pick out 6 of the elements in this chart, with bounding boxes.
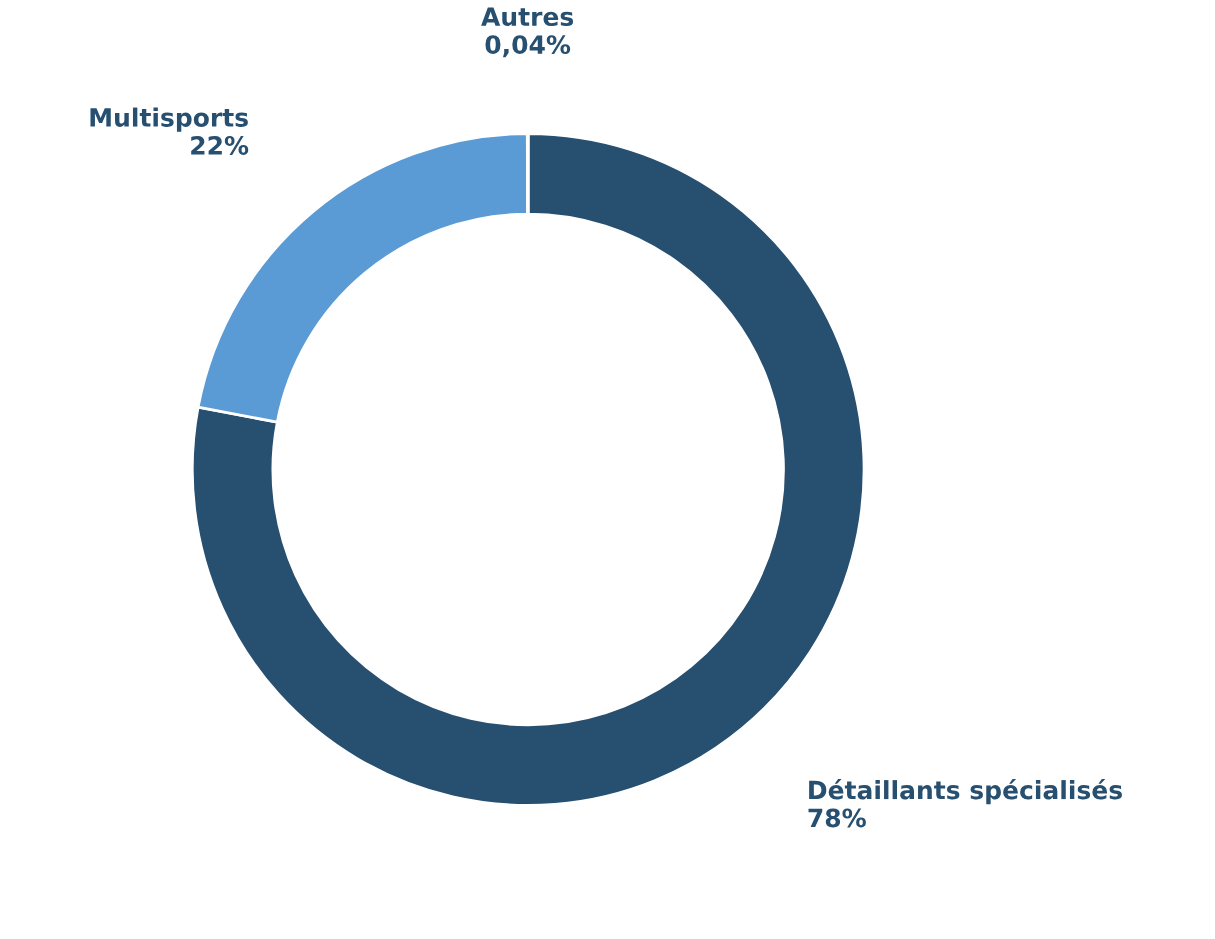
slice-label: Multisports [90, 107, 248, 132]
data-label: 22% [191, 135, 249, 155]
data-label: 0,04% [485, 35, 571, 58]
data-label: 78% [808, 808, 866, 828]
slice-label: Autres [481, 7, 574, 27]
slice-label: Détaillants spécialisés [809, 779, 1122, 805]
